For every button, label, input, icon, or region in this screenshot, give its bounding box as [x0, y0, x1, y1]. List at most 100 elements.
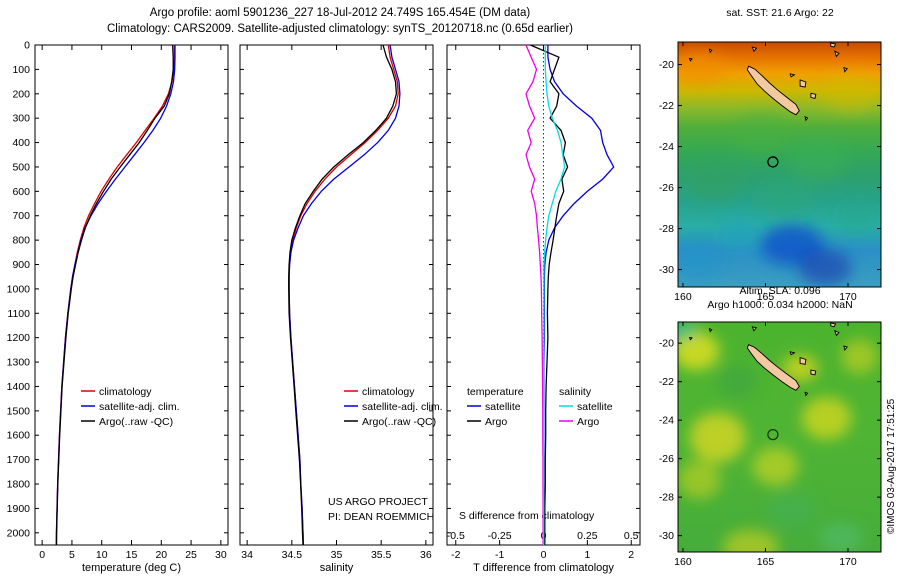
s-diff-tick-label: 0.25 [577, 530, 598, 542]
coastline [830, 42, 837, 48]
depth-tick-label: 700 [12, 210, 30, 222]
axes-box [239, 44, 434, 546]
field-blob [781, 354, 819, 382]
diff-line-s-argo [525, 44, 544, 545]
diff-line-t-satellite [543, 45, 615, 545]
legend-label-argo: Argo(..raw -QC) [99, 416, 173, 428]
map-field-patches [678, 322, 878, 552]
s-diff-tick-label: -0.5 [447, 530, 465, 542]
depth-tick-label: 1100 [7, 308, 30, 320]
x-tick-label: 5 [69, 549, 75, 561]
depth-tick-label: 1600 [7, 430, 31, 442]
map-lat-label: -22 [659, 376, 674, 388]
field-blob [841, 339, 878, 374]
difference-panel: -2 -1 0 1 2-0.5 -0.25 0 0.25 0.5T difference fro… [446, 44, 641, 574]
legend-label-s-satellite: satellite [577, 401, 613, 413]
t-diff-tick-label: 0 [541, 549, 547, 561]
coastline [804, 116, 809, 122]
coastline [843, 66, 848, 73]
profile-line-argo [55, 44, 174, 546]
depth-tick-label: 2000 [7, 527, 31, 539]
depth-tick-label: 0 [24, 40, 30, 52]
coastline [751, 46, 758, 53]
depth-tick-label: 200 [12, 88, 30, 100]
s-diff-tick-label: -0.25 [488, 530, 512, 542]
field-blob [717, 364, 758, 399]
map-lat-label: -26 [659, 182, 674, 194]
map-lon-label: 170 [839, 291, 857, 303]
profile-line-argo [288, 44, 398, 546]
depth-tick-label: 900 [12, 259, 30, 271]
field-blob [767, 493, 817, 528]
x-axis-label-s: S difference from climatology [459, 510, 595, 522]
figure-title-line1: Argo profile: aoml 5901236_227 18-Jul-20… [149, 7, 531, 19]
field-blob [689, 156, 743, 202]
field-blob [824, 74, 878, 112]
x-axis-label-t: T difference from climatology [473, 562, 614, 574]
map-lon-label: 160 [674, 291, 692, 303]
x-tick-label: 34 [241, 549, 253, 561]
coastline [804, 391, 809, 397]
legend-label-satellite: satellite-adj. clim. [362, 401, 443, 413]
coastline [708, 327, 713, 333]
panel-annotation: PI: DEAN ROEMMICH [328, 511, 434, 523]
diff-line-s-satellite [543, 45, 566, 545]
sst-map: 160 165 170 -20 -22 -24 -26 -28 -30 [659, 41, 882, 303]
x-tick-label: 35 [331, 549, 343, 561]
depth-tick-label: 600 [12, 186, 30, 198]
map-lon-label: 165 [757, 291, 775, 303]
map-frame [677, 321, 882, 553]
legend-label-satellite: satellite-adj. clim. [99, 401, 180, 413]
map-lat-label: -28 [659, 492, 674, 504]
legend-label-argo: Argo(..raw -QC) [362, 416, 436, 428]
x-tick-label: 36 [420, 549, 432, 561]
map-field-patches [678, 52, 880, 286]
map-lat-label: -20 [659, 338, 674, 350]
x-axis-label: temperature (deg C) [82, 562, 181, 574]
field-blob [758, 175, 812, 217]
field-blob [752, 447, 799, 486]
x-tick-label: 20 [155, 549, 167, 561]
x-tick-label: 35.5 [371, 549, 392, 561]
field-blob [678, 52, 726, 86]
depth-tick-label: 400 [12, 137, 30, 149]
coastline [834, 50, 840, 58]
depth-tick-label: 800 [12, 235, 30, 247]
coastline [789, 73, 796, 78]
depth-tick-label: 1400 [7, 381, 31, 393]
depth-tick-label: 1300 [7, 357, 31, 369]
field-blob [678, 322, 697, 342]
depth-tick-label: 1800 [7, 479, 31, 491]
map-lat-label: -28 [659, 223, 674, 235]
coastline [830, 322, 837, 328]
depth-tick-label: 300 [12, 113, 30, 125]
depth-tick-label: 100 [12, 64, 30, 76]
map-lat-label: -24 [659, 415, 674, 427]
profile-line-satellite [55, 45, 176, 546]
argo-float-marker [767, 156, 779, 168]
depth-tick-label: 1200 [7, 332, 31, 344]
field-blob [798, 249, 852, 286]
field-blob [717, 218, 761, 252]
field-blob [801, 397, 852, 440]
legend-header: temperature [467, 386, 524, 398]
coastline [789, 351, 796, 356]
depth-tick-label: 500 [12, 161, 30, 173]
x-tick-label: 25 [185, 549, 197, 561]
field-blob [678, 331, 720, 371]
field-blob [836, 197, 880, 235]
coastline [751, 326, 758, 332]
legend-label-climatology: climatology [362, 386, 415, 398]
profile-line-climatology [55, 45, 176, 546]
map-lon-label: 165 [757, 556, 775, 568]
figure-title-line2: Climatology: CARS2009. Satellite-adjuste… [107, 23, 573, 35]
field-blob [732, 111, 792, 153]
depth-tick-label: 1900 [7, 503, 31, 515]
s-diff-tick-label: 0.5 [624, 530, 639, 542]
temperature-panel: 0100200300400500600700800900100011001200… [7, 40, 229, 574]
coastline [688, 336, 693, 341]
sst-map-title: sat. SST: 21.6 Argo: 22 [726, 7, 834, 19]
coastline [810, 369, 817, 376]
x-tick-label: 34.5 [282, 549, 303, 561]
